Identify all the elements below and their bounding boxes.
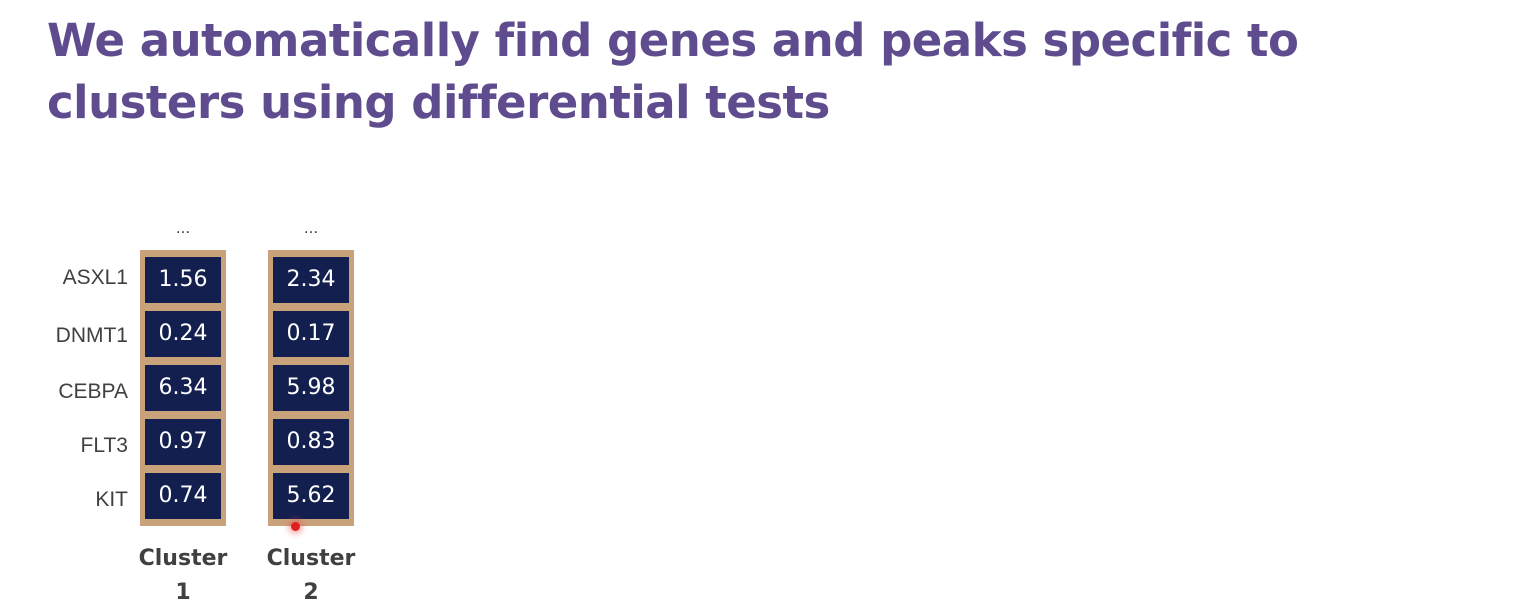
cluster-2-label-line2: 2 [303, 580, 319, 605]
cluster-2-kit-value: 5.62 [273, 473, 349, 519]
cluster-2-label-line1: Cluster [266, 546, 356, 571]
laser-pointer-dot [291, 522, 300, 531]
column-2-ellipsis: ... [303, 218, 319, 237]
cluster-1-asxl1-value: 1.56 [145, 257, 221, 303]
cluster-2-label: Cluster 2 [261, 542, 361, 610]
row-label-flt3: FLT3 [80, 434, 128, 457]
cluster-2-cebpa-value: 5.98 [273, 365, 349, 411]
row-label-kit: KIT [95, 488, 128, 511]
column-1-ellipsis: ... [175, 218, 191, 237]
cluster-1-flt3-value: 0.97 [145, 419, 221, 465]
row-label-cebpa: CEBPA [58, 380, 128, 403]
row-label-asxl1: ASXL1 [62, 266, 128, 289]
slide-title: We automatically find genes and peaks sp… [47, 14, 1299, 129]
cluster-1-dnmt1-value: 0.24 [145, 311, 221, 357]
cluster-1-label-line1: Cluster [138, 546, 228, 571]
cluster-2-flt3-value: 0.83 [273, 419, 349, 465]
cluster-1-label: Cluster 1 [133, 542, 233, 610]
row-label-dnmt1: DNMT1 [55, 324, 128, 347]
cluster-1-kit-value: 0.74 [145, 473, 221, 519]
cluster-2-dnmt1-value: 0.17 [273, 311, 349, 357]
cluster-1-column: 1.56 0.24 6.34 0.97 0.74 [140, 250, 226, 526]
cluster-1-cebpa-value: 6.34 [145, 365, 221, 411]
cluster-1-label-line2: 1 [175, 580, 191, 605]
cluster-2-column: 2.34 0.17 5.98 0.83 5.62 [268, 250, 354, 526]
cluster-2-asxl1-value: 2.34 [273, 257, 349, 303]
